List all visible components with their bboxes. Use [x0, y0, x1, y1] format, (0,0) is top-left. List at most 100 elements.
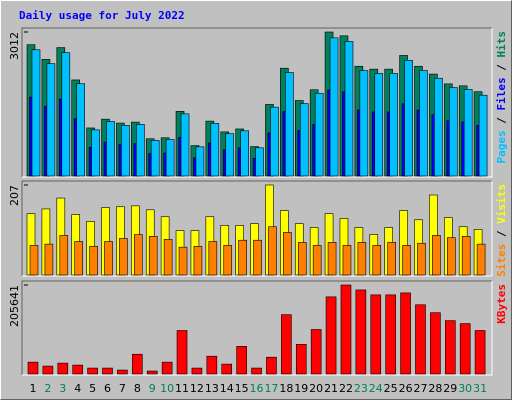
- bevel: [22, 181, 493, 277]
- x-tick-label: 18: [279, 382, 293, 395]
- bar: [208, 241, 218, 276]
- bar: [46, 63, 56, 177]
- x-tick-label: 13: [205, 382, 219, 395]
- x-tick-label: 2: [44, 382, 51, 395]
- bar: [430, 312, 441, 375]
- bar: [387, 242, 396, 276]
- bar: [461, 236, 471, 276]
- bar: [327, 242, 337, 276]
- bar: [402, 245, 411, 276]
- bar: [221, 363, 233, 375]
- bar: [117, 369, 128, 375]
- bar: [370, 294, 382, 375]
- legend-entry: Pages: [495, 130, 508, 163]
- bevel: [21, 27, 492, 177]
- bar: [251, 367, 262, 375]
- legend-separator: /: [495, 224, 508, 244]
- x-tick-label: 4: [74, 382, 81, 395]
- bar: [270, 106, 279, 177]
- bar: [325, 296, 337, 375]
- bar: [206, 355, 218, 375]
- x-tick-label: 28: [428, 382, 442, 395]
- x-tick-label: 15: [235, 382, 249, 395]
- x-tick-label: 26: [399, 382, 413, 395]
- bar: [102, 367, 113, 375]
- bar: [161, 361, 173, 375]
- bar: [474, 330, 486, 375]
- x-tick-label: 1: [30, 382, 37, 395]
- legend-entry: Hits: [495, 31, 508, 58]
- x-tick-label: 5: [89, 382, 96, 395]
- legend-entry: Files: [495, 77, 508, 110]
- bar: [329, 37, 339, 177]
- bar: [42, 365, 54, 375]
- x-tick-label: 9: [149, 382, 156, 395]
- bar: [459, 323, 471, 375]
- bar: [400, 292, 411, 375]
- bar: [419, 70, 428, 177]
- bar: [163, 239, 173, 276]
- bar: [59, 235, 69, 276]
- bar: [285, 72, 294, 177]
- x-tick-label: 19: [294, 382, 308, 395]
- x-tick-label: 12: [190, 382, 204, 395]
- legend: KBytes: [495, 284, 508, 324]
- bar: [76, 83, 86, 177]
- bar: [340, 284, 352, 375]
- bar: [223, 245, 233, 276]
- x-tick-label: 3: [59, 382, 66, 395]
- bevel: [21, 180, 492, 276]
- x-tick-label: 27: [413, 382, 427, 395]
- bar: [195, 146, 205, 177]
- legend-entry: Sites: [495, 244, 508, 277]
- bar: [72, 364, 84, 375]
- bar: [446, 237, 456, 276]
- bar: [355, 289, 367, 375]
- bar: [476, 243, 486, 276]
- bar: [238, 239, 247, 276]
- bar: [299, 103, 309, 177]
- legend: Sites / Visits: [495, 184, 508, 277]
- bevel: [22, 281, 493, 376]
- x-tick-label: 8: [134, 382, 141, 395]
- bar: [210, 123, 220, 177]
- bar: [106, 121, 115, 177]
- bar: [27, 361, 39, 375]
- legend-separator: /: [495, 58, 508, 78]
- bar: [478, 94, 488, 177]
- bar: [31, 49, 41, 177]
- bar: [281, 314, 292, 375]
- bar: [357, 242, 367, 276]
- bar: [444, 320, 456, 375]
- bar: [240, 130, 249, 177]
- bar: [29, 245, 39, 276]
- bar: [297, 242, 307, 276]
- x-tick-label: 17: [264, 382, 278, 395]
- bar: [374, 73, 384, 177]
- bar: [121, 125, 130, 177]
- bar: [91, 129, 100, 177]
- bar: [136, 124, 145, 177]
- legend: Pages / Files / Hits: [495, 31, 508, 164]
- bar: [283, 232, 292, 276]
- x-tick-label: 31: [473, 382, 487, 395]
- bar: [148, 236, 158, 276]
- x-tick-label: 25: [384, 382, 398, 395]
- bar: [146, 370, 158, 375]
- bar: [463, 89, 473, 177]
- x-tick-label: 30: [458, 382, 472, 395]
- x-tick-label: 22: [339, 382, 353, 395]
- bar: [266, 356, 277, 375]
- x-tick-label: 10: [160, 382, 174, 395]
- bar: [150, 140, 160, 177]
- bar: [432, 235, 441, 276]
- bar: [255, 147, 264, 177]
- bar: [89, 246, 98, 276]
- bar: [74, 241, 84, 276]
- bar: [87, 367, 98, 375]
- legend-separator: /: [495, 111, 508, 131]
- bar: [180, 113, 190, 177]
- bar: [104, 241, 113, 276]
- bar: [404, 60, 413, 177]
